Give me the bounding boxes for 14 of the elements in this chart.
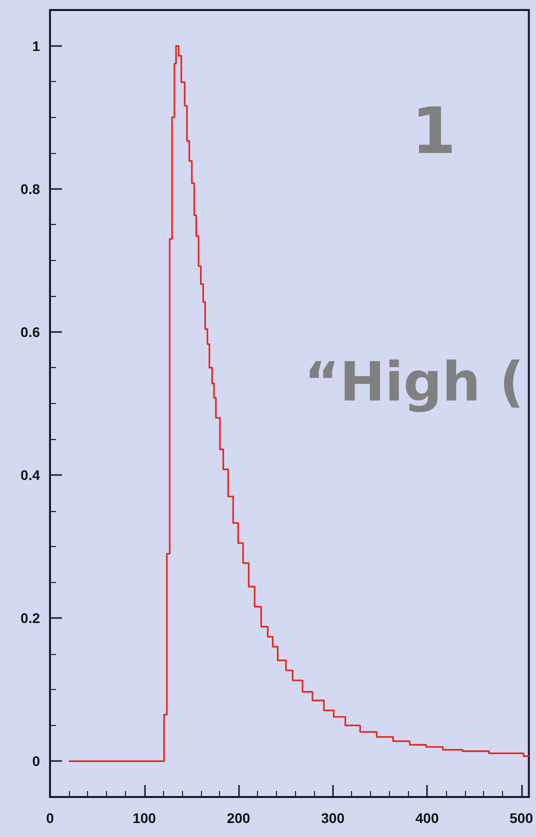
x-tick-label: 0 [46, 810, 54, 826]
x-tick-label: 100 [132, 810, 156, 826]
y-tick-label: 0 [32, 753, 40, 770]
y-tick-label: 0.2 [20, 610, 40, 626]
y-tick-label: 0.8 [20, 180, 40, 197]
annotation: 1 [411, 95, 456, 169]
x-tick-label: 200 [226, 810, 250, 826]
x-tick-label: 300 [321, 810, 345, 826]
x-tick-label: 500 [510, 810, 534, 826]
y-tick-label: 1 [32, 38, 40, 54]
annotation: “High ( [304, 350, 524, 414]
x-tick-label: 400 [415, 810, 439, 826]
y-tick-label: 0.6 [20, 324, 40, 340]
y-tick-label: 0.4 [20, 467, 40, 484]
